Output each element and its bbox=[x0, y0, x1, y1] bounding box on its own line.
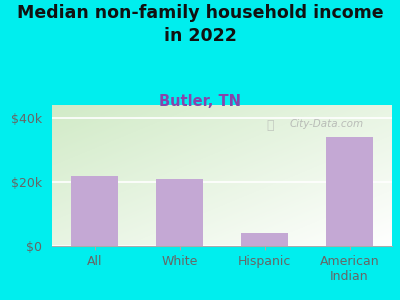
Text: ⓘ: ⓘ bbox=[266, 119, 274, 132]
Bar bbox=[71, 176, 118, 246]
Text: Butler, TN: Butler, TN bbox=[159, 94, 241, 110]
Text: Median non-family household income
in 2022: Median non-family household income in 20… bbox=[17, 4, 383, 45]
Bar bbox=[156, 179, 203, 246]
Bar bbox=[326, 137, 373, 246]
Text: City-Data.com: City-Data.com bbox=[290, 119, 364, 129]
Bar bbox=[241, 233, 288, 246]
